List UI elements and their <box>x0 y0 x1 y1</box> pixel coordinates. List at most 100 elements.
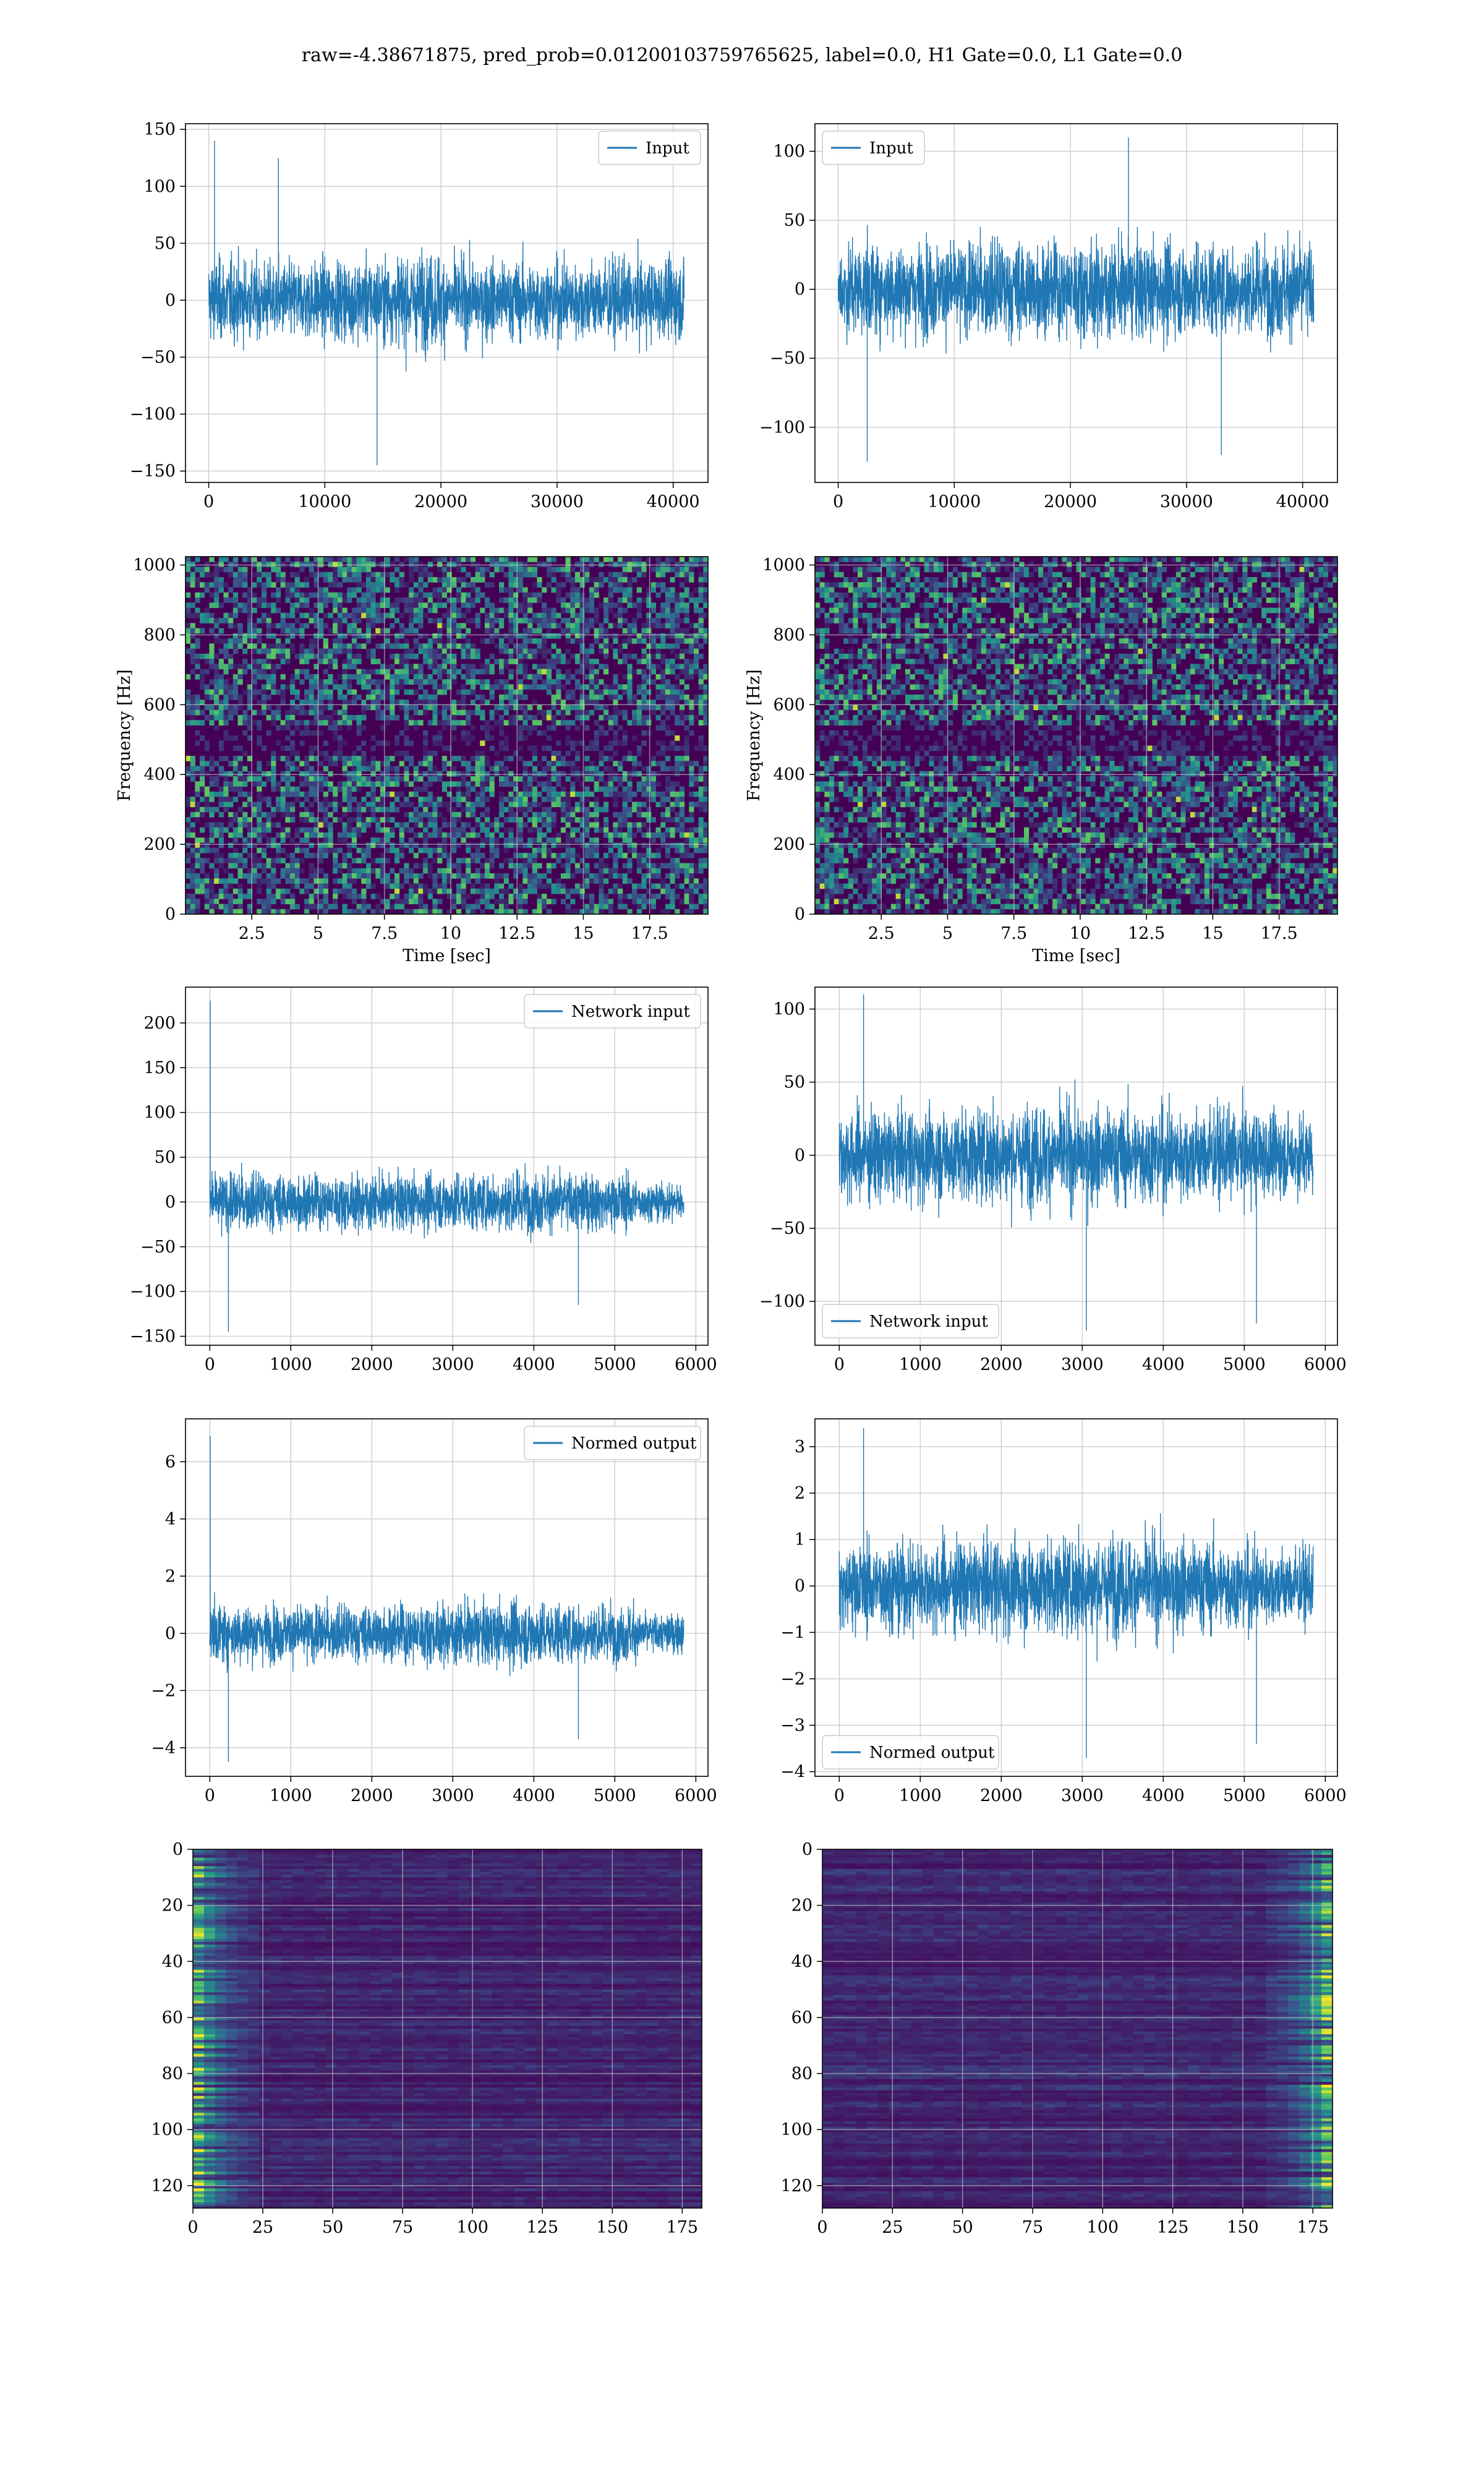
heatmap-cell <box>570 852 576 858</box>
heatmap-cell <box>579 567 585 573</box>
heatmap-cell <box>370 612 376 618</box>
heatmap-cell <box>675 811 680 818</box>
heatmap-cell <box>337 694 343 700</box>
heatmap-cell <box>423 786 429 792</box>
heatmap-cell <box>484 659 490 664</box>
heatmap-cell <box>636 659 642 664</box>
heatmap-cell <box>574 597 581 603</box>
heatmap-cell <box>351 888 357 894</box>
heatmap-cell <box>834 709 839 716</box>
heatmap-cell <box>470 674 476 680</box>
heatmap-cell <box>195 837 200 843</box>
heatmap-cell <box>214 602 220 609</box>
heatmap-cell <box>441 878 447 884</box>
heatmap-cell <box>337 582 343 588</box>
heatmap-cell <box>513 618 519 623</box>
heatmap-cell <box>337 628 343 634</box>
heatmap-cell <box>204 669 210 675</box>
heatmap-cell <box>698 571 704 578</box>
heatmap-cell <box>394 750 400 756</box>
heatmap-cell <box>636 597 642 603</box>
heatmap-cell <box>641 674 647 680</box>
heatmap-cell <box>689 669 694 675</box>
heatmap-cell <box>622 714 628 721</box>
heatmap-cell <box>394 607 400 614</box>
heatmap-cell <box>542 623 547 629</box>
heatmap-cell <box>466 904 471 910</box>
heatmap-cell <box>328 811 333 818</box>
heatmap-cell <box>689 837 694 843</box>
heatmap-cell <box>627 679 633 685</box>
heatmap-cell <box>370 909 376 914</box>
heatmap-cell <box>518 633 523 639</box>
heatmap-cell <box>446 781 452 787</box>
heatmap-cell <box>266 633 271 639</box>
heatmap-cell <box>218 852 224 858</box>
heatmap-cell <box>608 582 613 588</box>
heatmap-cell <box>328 837 333 843</box>
heatmap-cell <box>214 709 220 716</box>
heatmap-cell <box>489 684 495 690</box>
heatmap-cell <box>470 776 476 782</box>
heatmap-cell <box>513 612 519 618</box>
heatmap-cell <box>441 669 447 675</box>
heatmap-cell <box>470 648 476 654</box>
heatmap-cell <box>432 878 438 884</box>
heatmap-cell <box>527 807 533 813</box>
heatmap-cell <box>513 714 519 721</box>
heatmap-cell <box>613 740 618 747</box>
heatmap-cell <box>665 797 671 802</box>
heatmap-cell <box>409 802 414 808</box>
heatmap-cell <box>294 868 300 874</box>
heatmap-cell <box>446 577 452 583</box>
heatmap-cell <box>304 612 310 618</box>
heatmap-cell <box>195 904 200 910</box>
heatmap-cell <box>703 781 708 787</box>
heatmap-cell <box>432 607 438 614</box>
heatmap-cell <box>337 863 343 869</box>
heatmap-cell <box>195 664 200 670</box>
heatmap-cell <box>684 740 689 747</box>
heatmap-cell <box>655 832 661 838</box>
heatmap-cell <box>323 679 328 685</box>
heatmap-cell <box>190 756 195 761</box>
heatmap-cell <box>655 771 661 777</box>
heatmap-cell <box>470 827 476 833</box>
heatmap-cell <box>703 883 708 889</box>
heatmap-cell <box>427 781 433 787</box>
heatmap-cell <box>237 669 243 675</box>
heatmap-cell <box>342 674 348 680</box>
heatmap-cell <box>532 664 537 670</box>
heatmap-cell <box>829 873 835 879</box>
heatmap-cell <box>622 832 628 838</box>
heatmap-cell <box>556 592 561 598</box>
heatmap-cell <box>599 909 604 914</box>
heatmap-cell <box>551 607 556 614</box>
heatmap-cell <box>347 863 352 869</box>
heatmap-cell <box>323 571 328 578</box>
heatmap-cell <box>318 776 324 782</box>
heatmap-cell <box>489 852 495 858</box>
heatmap-cell <box>394 653 400 659</box>
heatmap-cell <box>186 700 191 705</box>
heatmap-cell <box>499 888 505 894</box>
heatmap-cell <box>209 827 215 833</box>
heatmap-cell <box>475 817 480 823</box>
heatmap-cell <box>475 623 480 629</box>
heatmap-cell <box>703 832 708 838</box>
heatmap-cell <box>551 842 556 849</box>
heatmap-cell <box>456 587 462 593</box>
heatmap-cell <box>304 709 310 716</box>
heatmap-cell <box>333 643 338 649</box>
heatmap-cell <box>565 571 571 578</box>
heatmap-cell <box>693 837 699 843</box>
heatmap-cell <box>508 689 514 695</box>
heatmap-cell <box>824 689 830 695</box>
heatmap-cell <box>418 863 424 869</box>
heatmap-cell <box>190 802 195 808</box>
heatmap-cell <box>451 781 457 787</box>
heatmap-cell <box>494 888 500 894</box>
heatmap-cell <box>242 607 248 614</box>
heatmap-cell <box>655 740 661 747</box>
heatmap-cell <box>195 781 200 787</box>
